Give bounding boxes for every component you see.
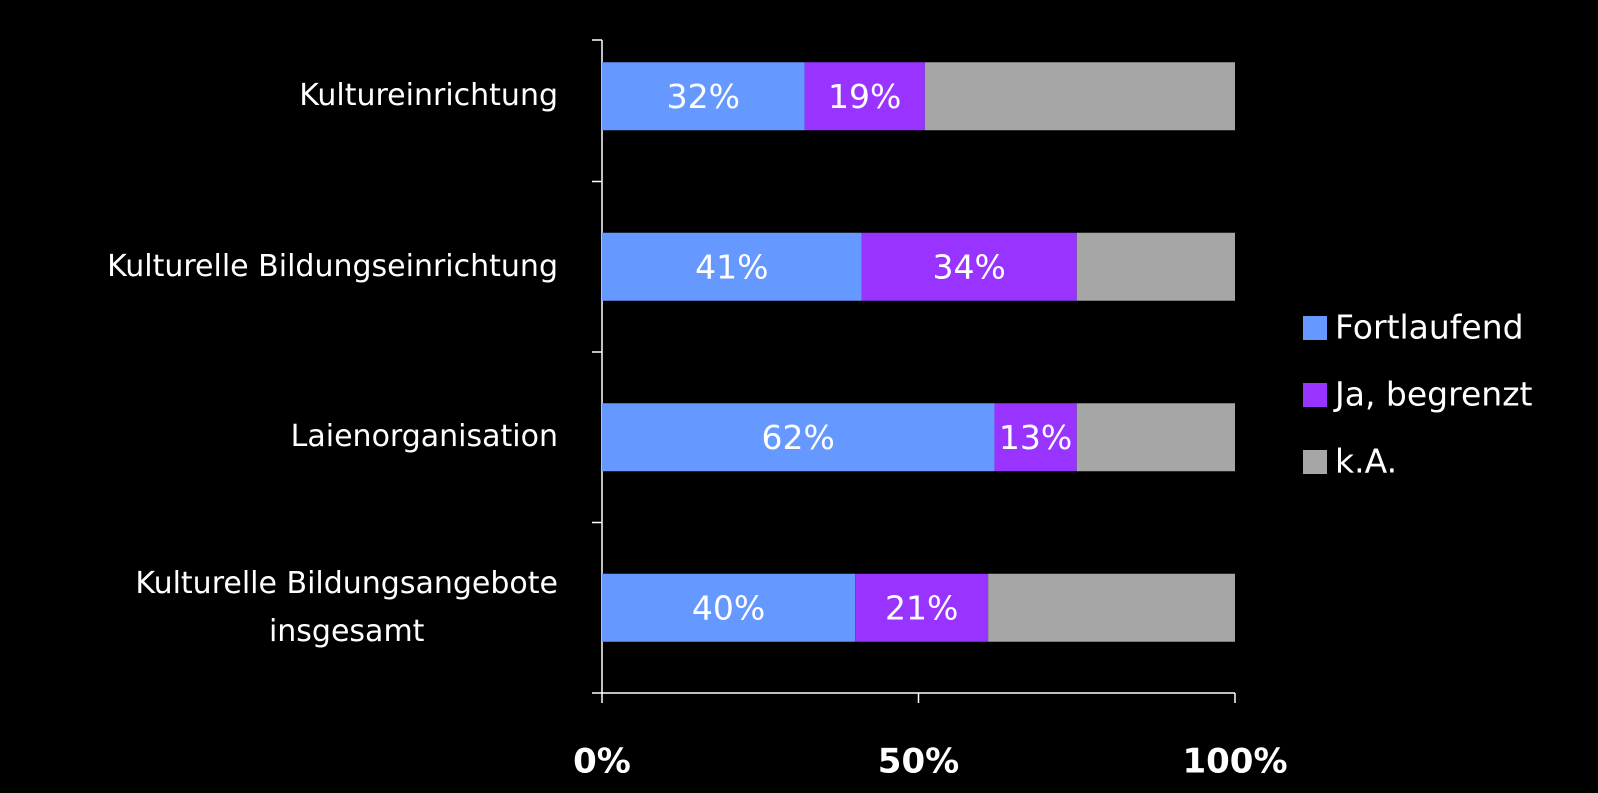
category-label: Kulturelle Bildungsangebote insgesamt [135, 565, 558, 649]
bar-segment [855, 573, 989, 642]
legend-label: k.A. [1335, 442, 1397, 481]
legend-label: Ja, begrenzt [1333, 375, 1533, 414]
bar-segment [602, 403, 995, 472]
bar-segment [804, 62, 925, 131]
legend-label: Fortlaufend [1335, 308, 1524, 347]
bar-segment [861, 232, 1077, 301]
category-label: Kultureinrichtung [299, 78, 558, 114]
bar-segment [602, 573, 856, 642]
bar-segment [988, 573, 1235, 642]
category-label: Kulturelle Bildungseinrichtung [107, 248, 558, 284]
data-label: 19% [828, 77, 901, 116]
data-label: 40% [692, 588, 765, 627]
x-tick-label: 0% [573, 742, 631, 782]
data-label: 21% [885, 588, 958, 627]
bar-segment [602, 232, 862, 301]
x-tick-label: 100% [1182, 742, 1287, 782]
bar-segment [1076, 232, 1235, 301]
data-label: 62% [762, 418, 835, 457]
data-label: 32% [667, 77, 740, 116]
bar-segment [924, 62, 1235, 131]
bar-segment [1076, 403, 1235, 472]
legend-swatch [1303, 383, 1327, 407]
data-label: 34% [932, 247, 1005, 286]
data-label: 41% [695, 247, 768, 286]
bar-segment [994, 403, 1077, 472]
category-label: Laienorganisation [290, 419, 558, 455]
x-tick-label: 50% [878, 742, 959, 782]
data-label: 13% [999, 418, 1072, 457]
legend-swatch [1303, 316, 1327, 340]
bar-segment [602, 62, 805, 131]
legend-swatch [1303, 450, 1327, 474]
